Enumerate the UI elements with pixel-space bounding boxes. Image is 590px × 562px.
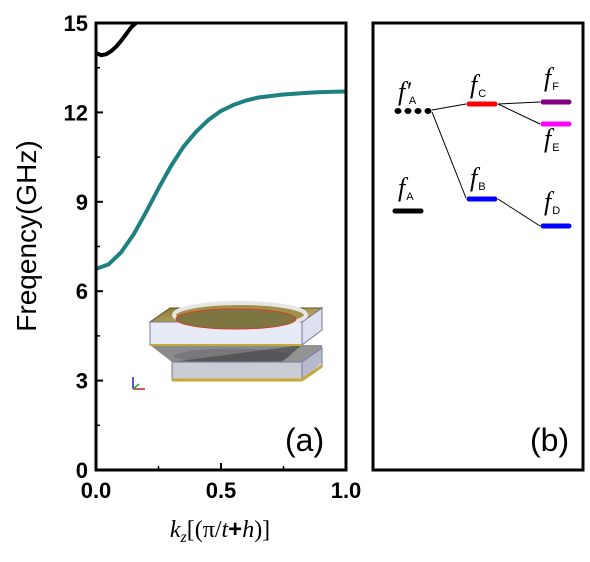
connector-fC-fE: [497, 103, 541, 125]
y-tick-label: 12: [64, 100, 88, 125]
level-fA: fA: [392, 173, 424, 214]
connector-lines: [431, 101, 541, 227]
x-tick-label: 1.0: [331, 478, 362, 503]
series-line-2: [96, 23, 138, 58]
axes-triad-icon: [132, 377, 145, 390]
y-tick-label: 0: [76, 458, 88, 483]
level-fA-prime: f′A: [394, 77, 432, 114]
level-fB-label: fB: [470, 163, 486, 193]
x-axis-label: kz[(π/t+h)]: [170, 516, 270, 546]
connector-fC-fF: [497, 101, 541, 105]
level-fE: fE: [540, 121, 572, 154]
panel-b-frame: [371, 21, 585, 472]
connector-fA-prime-fB: [431, 111, 467, 199]
panel-a-label: (a): [285, 422, 324, 458]
panel-a-series-layer: [96, 23, 346, 271]
level-fA-prime-dots: [394, 108, 432, 114]
level-fB: fB: [466, 163, 498, 202]
level-fD-label: fD: [544, 187, 560, 217]
level-fA-label: fA: [398, 173, 414, 203]
series-line-1: [96, 89, 346, 271]
y-tick-label: 15: [64, 11, 88, 36]
panel-b: f′A fA fC fB fF fE fD (b): [371, 21, 585, 472]
level-fA-prime-label: f′A: [398, 77, 417, 107]
level-fC-label: fC: [470, 70, 486, 100]
level-fC: fC: [466, 70, 498, 107]
y-tick-label: 9: [76, 190, 88, 215]
panel-a-axis-ticks: 0 3 6 9 12 15 0.0 0.5 1.0: [64, 11, 362, 503]
y-tick-label: 6: [76, 279, 88, 304]
unit-cell-inset-image: [132, 301, 324, 390]
connector-fA-prime-fC: [431, 103, 467, 111]
x-tick-label: 0.0: [81, 478, 112, 503]
level-fF-label: fF: [544, 63, 559, 93]
connector-fB-fD: [497, 198, 541, 227]
level-fE-label: fE: [544, 124, 560, 154]
y-axis-label: Freqency(GHz): [11, 140, 42, 331]
y-tick-label: 3: [76, 369, 88, 394]
level-fF: fF: [540, 63, 572, 105]
x-tick-label: 0.5: [206, 478, 237, 503]
panel-a-frame: [94, 21, 348, 472]
panel-a: 0 3 6 9 12 15 0.0 0.5 1.0 (a) Freqency(GHz) kz[(…: [11, 11, 361, 546]
panel-b-label: (b): [530, 422, 569, 458]
level-fD: fD: [540, 187, 572, 229]
